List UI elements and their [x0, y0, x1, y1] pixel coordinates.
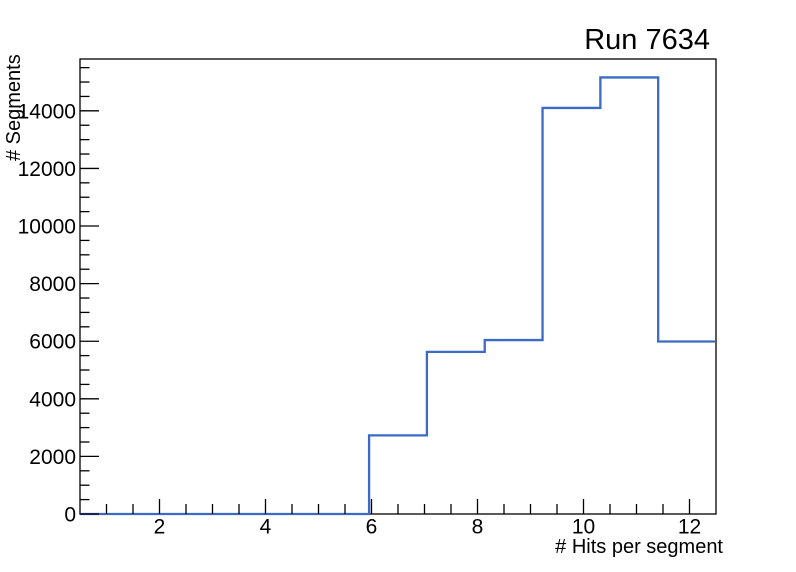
- y-tick-label: 6000: [29, 331, 76, 354]
- plot-title: Run 7634: [584, 24, 710, 56]
- histogram-step-line: [80, 76, 716, 516]
- x-tick-label: 12: [678, 516, 701, 539]
- y-tick-label: 2000: [29, 446, 76, 469]
- y-tick-label: 12000: [18, 158, 76, 181]
- y-tick-label: 4000: [29, 388, 76, 411]
- y-tick-label: 14000: [18, 100, 76, 123]
- y-tick-label: 10000: [18, 216, 76, 239]
- y-tick-label: 0: [64, 504, 76, 527]
- x-axis-title: # Hits per segment: [555, 536, 723, 558]
- plot-frame: [79, 58, 717, 515]
- y-tick-label: 8000: [29, 273, 76, 296]
- x-tick-label: 6: [366, 516, 378, 539]
- x-tick-label: 8: [472, 516, 484, 539]
- x-tick-label: 2: [154, 516, 166, 539]
- x-tick-label: 10: [572, 516, 595, 539]
- y-axis-title: # Segments: [3, 54, 25, 161]
- x-tick-label: 4: [260, 516, 272, 539]
